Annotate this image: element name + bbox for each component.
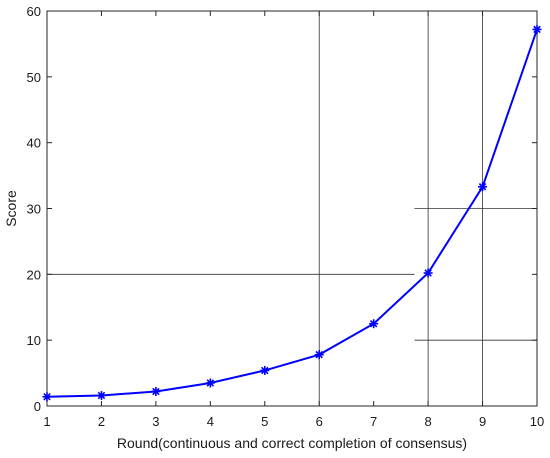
reference-lines: [47, 11, 537, 406]
y-tick-label: 0: [34, 399, 41, 414]
x-tick-label: 8: [424, 414, 431, 429]
y-axis-label: Score: [3, 190, 19, 227]
data-point: [260, 365, 270, 375]
tick-labels: 1 2 3 4 5 6 7 8 9 10 0 10 20 30 40 50 60: [27, 4, 545, 429]
y-tick-label: 50: [27, 70, 41, 85]
y-tick-label: 40: [27, 136, 41, 151]
data-point: [96, 390, 106, 400]
x-tick-label: 9: [479, 414, 486, 429]
data-point: [423, 268, 433, 278]
y-tick-label: 20: [27, 267, 41, 282]
data-point: [151, 387, 161, 397]
data-point: [532, 24, 542, 34]
x-tick-label: 7: [370, 414, 377, 429]
y-tick-label: 60: [27, 4, 41, 19]
data-point: [314, 350, 324, 360]
x-axis-label: Round(continuous and correct completion …: [117, 435, 467, 451]
x-tick-label: 10: [530, 414, 544, 429]
y-tick-label: 10: [27, 333, 41, 348]
data-point: [205, 378, 215, 388]
data-point: [369, 319, 379, 329]
axes: [46, 10, 538, 407]
x-tick-label: 5: [261, 414, 268, 429]
x-tick-label: 4: [207, 414, 214, 429]
x-tick-label: 2: [98, 414, 105, 429]
series-layer: [42, 24, 542, 402]
data-point: [42, 392, 52, 402]
x-tick-label: 1: [43, 414, 50, 429]
x-tick-label: 3: [152, 414, 159, 429]
y-tick-label: 30: [27, 202, 41, 217]
series-line: [46, 29, 538, 398]
x-tick-label: 6: [316, 414, 323, 429]
data-point: [478, 182, 488, 192]
